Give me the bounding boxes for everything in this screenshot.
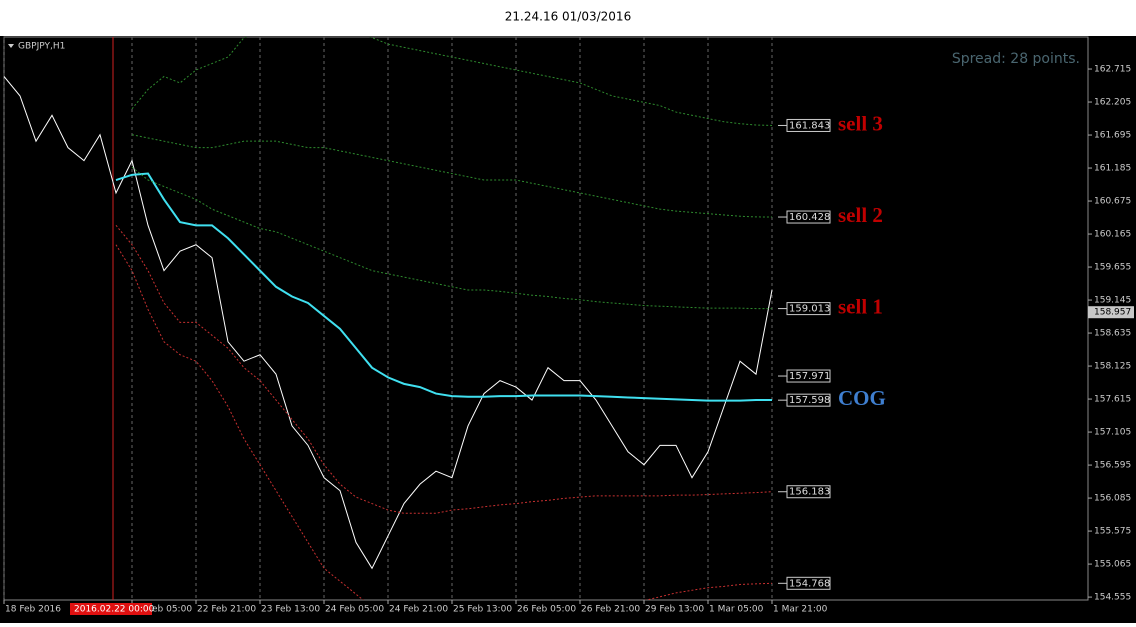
last-price-box xyxy=(1088,306,1134,319)
x-tick-label: 22 Feb 05:00 xyxy=(133,605,192,615)
plot-background xyxy=(0,36,1136,623)
y-tick-label: 156.085 xyxy=(1094,494,1131,504)
x-tick-label: 26 Feb 05:00 xyxy=(517,605,576,615)
title-bar xyxy=(0,0,1136,36)
symbol-arrow xyxy=(8,44,14,48)
plot-frame xyxy=(3,36,1089,601)
x-tick-label: 29 Feb 13:00 xyxy=(645,605,704,615)
y-tick-label: 155.065 xyxy=(1094,560,1131,570)
symbol-label: GBPJPY,H1 xyxy=(18,42,65,52)
level-value: 157.971 xyxy=(789,371,830,382)
series-line xyxy=(115,224,773,514)
series-line xyxy=(131,37,773,126)
level-value: 159.013 xyxy=(789,304,830,315)
x-tick-label: 22 Feb 21:00 xyxy=(197,605,256,615)
level-box xyxy=(786,369,831,383)
y-tick-label: 160.165 xyxy=(1094,230,1131,240)
level-value: 154.768 xyxy=(789,578,830,589)
overlay: 154.555 155.065 155.575 156.085 156.595 157.1… xyxy=(3,65,1134,615)
spread-label: Spread: 28 points. xyxy=(952,51,1080,67)
level-box xyxy=(786,118,831,132)
period-marker-label: 2016.02.22 00:00 xyxy=(74,605,155,615)
x-tick-label: 23 Feb 13:00 xyxy=(261,605,320,615)
chart-title: 21.24.16 01/03/2016 xyxy=(505,10,631,24)
y-tick-label: 161.185 xyxy=(1094,164,1131,174)
x-tick-label: 24 Feb 05:00 xyxy=(325,605,384,615)
series-line xyxy=(115,244,773,600)
x-tick-label: 26 Feb 21:00 xyxy=(581,605,640,615)
x-tick-label: 18 Feb 2016 xyxy=(5,605,61,615)
level-value: 156.183 xyxy=(789,487,830,498)
grid xyxy=(3,37,773,600)
y-tick-label: 162.715 xyxy=(1094,65,1131,75)
level-box xyxy=(786,302,831,316)
y-tick-label: 156.595 xyxy=(1094,461,1131,471)
y-tick-label: 155.575 xyxy=(1094,527,1131,537)
x-tick-label: 24 Feb 21:00 xyxy=(389,605,448,615)
y-tick-label: 159.145 xyxy=(1094,296,1131,306)
level-box xyxy=(786,393,831,407)
period-marker-box xyxy=(70,603,152,615)
y-tick-label: 160.675 xyxy=(1094,197,1131,207)
level-label: sell 3 xyxy=(838,111,883,135)
series-line xyxy=(131,166,772,310)
level-box xyxy=(786,485,831,499)
x-tick-label: 25 Feb 13:00 xyxy=(453,605,512,615)
last-price-label: 158.957 xyxy=(1094,308,1131,318)
y-tick-label: 161.695 xyxy=(1094,131,1131,141)
level-value: 160.428 xyxy=(789,212,830,223)
level-box xyxy=(786,576,831,590)
level-label: sell 1 xyxy=(838,294,883,318)
x-tick-label: 1 Mar 05:00 xyxy=(709,605,764,615)
level-value: 161.843 xyxy=(789,120,830,131)
y-tick-label: 154.555 xyxy=(1094,593,1131,603)
level-label: sell 2 xyxy=(838,203,883,227)
level-value: 157.598 xyxy=(789,395,830,406)
plot-area xyxy=(4,37,773,600)
y-tick-label: 157.105 xyxy=(1094,428,1131,438)
y-tick-label: 162.205 xyxy=(1094,98,1131,108)
y-tick-label: 158.125 xyxy=(1094,362,1131,372)
y-tick-label: 159.655 xyxy=(1094,263,1131,273)
x-tick-label: 1 Mar 21:00 xyxy=(773,605,828,615)
y-tick-label: 157.615 xyxy=(1094,395,1131,405)
y-tick-label: 158.635 xyxy=(1094,329,1131,339)
series-line xyxy=(131,134,773,218)
level-box xyxy=(786,210,831,224)
series-line xyxy=(115,172,772,402)
series-line xyxy=(4,76,773,570)
level-label: COG xyxy=(838,386,886,410)
